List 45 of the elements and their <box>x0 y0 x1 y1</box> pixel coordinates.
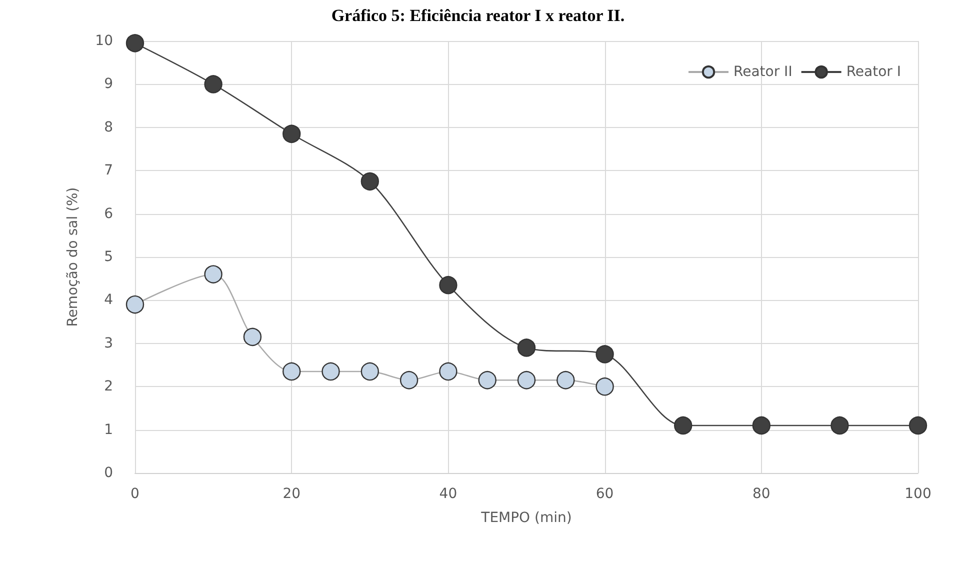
point <box>752 416 770 435</box>
point <box>204 75 222 94</box>
x-tick-label: 40 <box>439 486 458 502</box>
point <box>126 295 144 314</box>
y-tick-label: 6 <box>104 206 114 222</box>
point <box>282 362 301 381</box>
point <box>400 371 418 390</box>
point <box>517 371 536 390</box>
y-tick-label: 9 <box>104 76 113 92</box>
point <box>322 362 340 381</box>
point <box>439 276 458 294</box>
chart-title: Gráfico 5: Eficiência reator I x reator II. <box>331 6 625 25</box>
y-tick-label: 4 <box>104 292 114 308</box>
y-axis-title: Remoção do sal (%) <box>65 187 81 327</box>
point <box>126 34 144 52</box>
point <box>478 371 496 390</box>
x-tick-label: 60 <box>596 486 614 502</box>
point <box>360 172 379 190</box>
y-tick-label: 3 <box>104 335 113 352</box>
point <box>517 338 536 357</box>
point <box>830 416 849 435</box>
point <box>674 416 692 435</box>
x-tick-label: 0 <box>130 486 140 502</box>
point <box>556 371 575 390</box>
point <box>204 265 222 284</box>
point <box>908 416 928 435</box>
y-tick-label: 7 <box>104 162 113 179</box>
point <box>243 328 262 346</box>
y-tick-label: 0 <box>104 465 113 481</box>
y-tick-label: 5 <box>104 249 113 265</box>
y-tick-label: 1 <box>104 422 113 438</box>
legend-label: Reator I <box>846 64 902 80</box>
y-tick-label: 8 <box>104 119 113 136</box>
point <box>439 362 458 381</box>
x-tick-label: 80 <box>752 486 770 502</box>
y-tick-label: 10 <box>95 33 113 49</box>
x-axis-title: TEMPO (min) <box>480 510 572 526</box>
y-tick-label: 2 <box>104 378 113 395</box>
point <box>596 378 614 396</box>
point <box>360 362 379 381</box>
legend-label: Reator II <box>734 64 792 80</box>
x-tick-label: 20 <box>282 486 301 502</box>
point <box>282 124 301 143</box>
point <box>596 345 614 364</box>
x-tick-label: 100 <box>904 486 932 502</box>
